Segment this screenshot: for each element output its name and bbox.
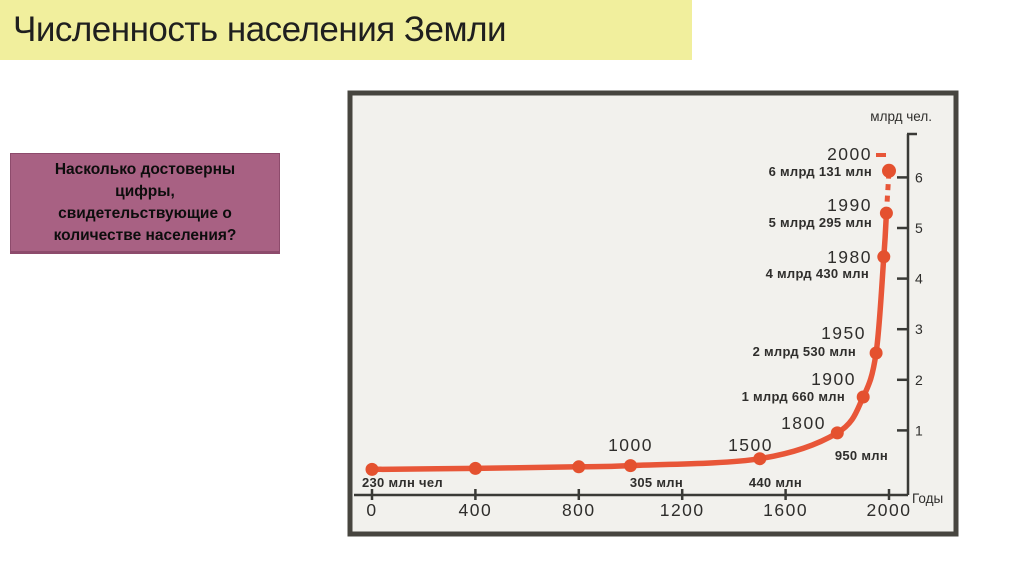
y-axis-title: млрд чел. [870,109,932,124]
y-tick-label: 4 [915,271,923,287]
value-annotation: 4 млрд 430 млн [766,266,869,281]
year-annotation: 1980 [827,247,872,267]
question-line: Насколько достоверны [54,160,236,178]
data-point [879,206,893,220]
year-annotation: 2000 [827,144,872,164]
x-tick-label: 1600 [763,500,808,520]
y-tick-label: 5 [915,220,923,236]
y-tick-label: 2 [915,372,923,388]
year-annotation: 1990 [827,195,872,215]
value-annotation: 1 млрд 660 млн [742,389,845,404]
slide-title-bar: Численность населения Земли [0,0,692,60]
data-point [468,461,482,475]
page-title: Численность населения Земли [13,10,507,49]
population-curve-projection [883,170,892,214]
x-tick-label: 400 [459,500,493,520]
data-point [753,452,767,466]
value-annotation: 950 млн [835,448,888,463]
y-tick-label: 6 [915,169,923,185]
year-annotation: 1500 [728,435,773,455]
question-line: цифры, [115,182,175,200]
year-annotation: 1800 [781,413,826,433]
x-tick-label: 800 [562,500,596,520]
data-point [572,460,586,474]
year-annotation: 1000 [608,435,653,455]
x-axis-title: Годы [912,491,943,506]
data-point [869,346,883,360]
chart-frame [347,90,959,537]
question-line: количестве населения? [53,226,237,244]
data-point [882,163,896,178]
data-point [365,462,379,476]
year-annotation: 1900 [811,369,856,389]
value-annotation: 230 млн чел [362,475,443,490]
value-annotation: 440 млн [749,475,802,490]
data-point [830,426,844,440]
question-box: Насколько достоверны цифры, свидетельств… [10,153,280,254]
y-tick-label: 3 [915,321,923,337]
value-annotation: 305 млн [630,475,683,490]
y-tick-label: 1 [915,422,923,438]
value-annotation: 5 млрд 295 млн [769,215,872,230]
data-point [856,390,870,404]
data-point [624,459,637,473]
year-annotation: 1950 [821,323,866,343]
value-annotation: 2 млрд 530 млн [753,344,856,359]
data-point [877,250,891,264]
x-tick-label: 1200 [660,500,705,520]
value-annotation: 6 млрд 131 млн [769,164,872,179]
question-line: свидетельствующие о [58,204,232,222]
x-tick-label: 0 [366,500,377,520]
population-curve [369,210,890,473]
x-tick-label: 2000 [867,500,912,520]
